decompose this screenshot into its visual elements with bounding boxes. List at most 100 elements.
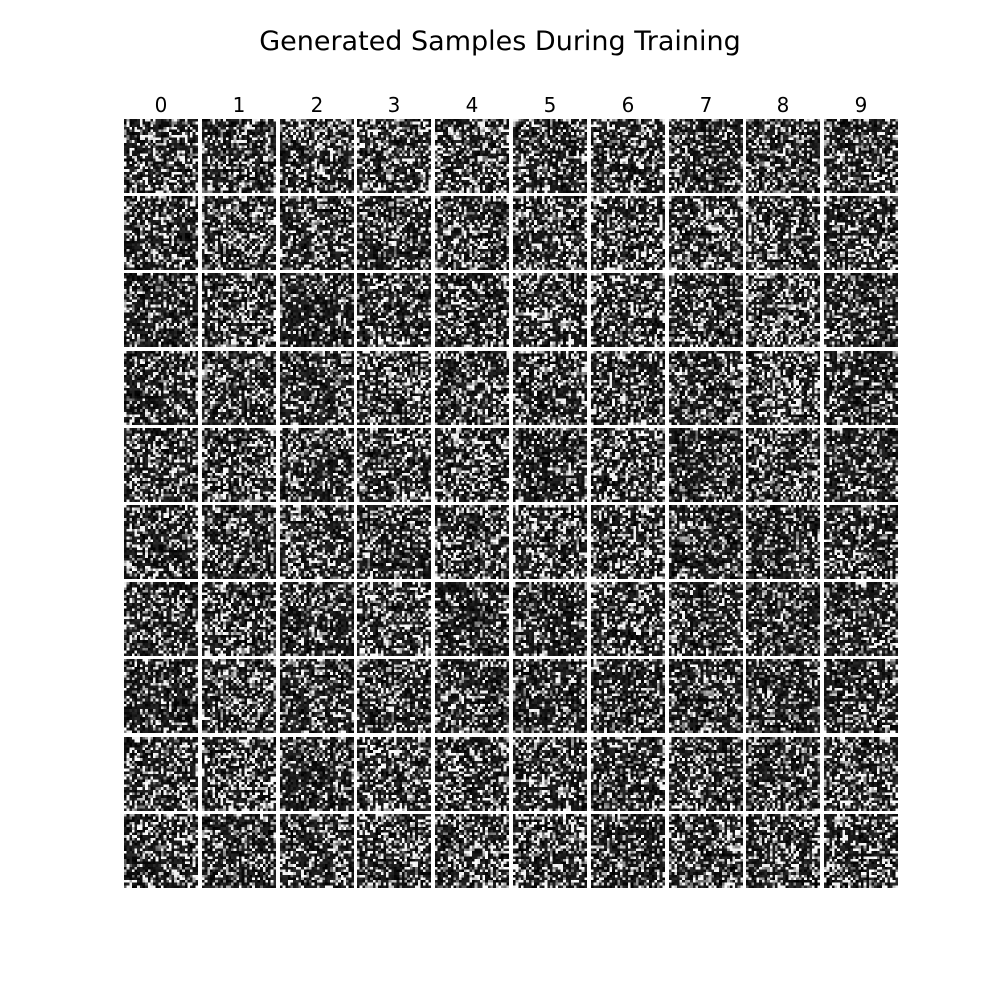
sample-cell-r8-c0 [124, 737, 198, 811]
sample-cell-r7-c1 [202, 659, 276, 733]
sample-cell-r3-c6 [591, 351, 665, 425]
sample-cell-r9-c7 [669, 814, 743, 888]
sample-cell-r6-c4 [435, 582, 509, 656]
column-label-6: 6 [621, 93, 635, 117]
sample-cell-r6-c9 [824, 582, 898, 656]
sample-cell-r1-c7 [669, 196, 743, 270]
column-label-1: 1 [232, 93, 246, 117]
column-label-7: 7 [699, 93, 713, 117]
sample-cell-r5-c7 [669, 505, 743, 579]
column-label-0: 0 [154, 93, 168, 117]
sample-cell-r5-c3 [357, 505, 431, 579]
sample-cell-r2-c1 [202, 273, 276, 347]
sample-cell-r8-c7 [669, 737, 743, 811]
sample-cell-r3-c3 [357, 351, 431, 425]
sample-cell-r7-c5 [513, 659, 587, 733]
sample-cell-r2-c9 [824, 273, 898, 347]
sample-cell-r9-c1 [202, 814, 276, 888]
sample-cell-r4-c2 [280, 428, 354, 502]
sample-cell-r3-c7 [669, 351, 743, 425]
sample-cell-r5-c5 [513, 505, 587, 579]
sample-cell-r8-c6 [591, 737, 665, 811]
sample-cell-r9-c6 [591, 814, 665, 888]
sample-cell-r1-c9 [824, 196, 898, 270]
sample-cell-r7-c2 [280, 659, 354, 733]
sample-cell-r7-c3 [357, 659, 431, 733]
sample-cell-r6-c5 [513, 582, 587, 656]
column-labels: 0 1 2 3 4 5 6 7 8 9 [124, 92, 901, 118]
sample-cell-r0-c8 [746, 119, 820, 193]
sample-cell-r9-c5 [513, 814, 587, 888]
sample-cell-r7-c9 [824, 659, 898, 733]
sample-cell-r0-c2 [280, 119, 354, 193]
sample-cell-r0-c9 [824, 119, 898, 193]
sample-cell-r9-c8 [746, 814, 820, 888]
sample-cell-r7-c7 [669, 659, 743, 733]
sample-cell-r9-c9 [824, 814, 898, 888]
sample-cell-r1-c0 [124, 196, 198, 270]
sample-cell-r4-c7 [669, 428, 743, 502]
sample-cell-r8-c2 [280, 737, 354, 811]
sample-cell-r6-c0 [124, 582, 198, 656]
sample-cell-r1-c8 [746, 196, 820, 270]
sample-cell-r6-c2 [280, 582, 354, 656]
column-label-3: 3 [387, 93, 401, 117]
sample-cell-r7-c8 [746, 659, 820, 733]
sample-cell-r8-c4 [435, 737, 509, 811]
sample-cell-r7-c0 [124, 659, 198, 733]
sample-cell-r5-c1 [202, 505, 276, 579]
sample-cell-r0-c6 [591, 119, 665, 193]
sample-cell-r3-c1 [202, 351, 276, 425]
sample-cell-r0-c5 [513, 119, 587, 193]
sample-cell-r6-c7 [669, 582, 743, 656]
sample-cell-r2-c2 [280, 273, 354, 347]
sample-cell-r0-c3 [357, 119, 431, 193]
sample-cell-r4-c4 [435, 428, 509, 502]
sample-cell-r0-c0 [124, 119, 198, 193]
sample-cell-r4-c3 [357, 428, 431, 502]
sample-cell-r8-c8 [746, 737, 820, 811]
sample-cell-r0-c4 [435, 119, 509, 193]
sample-cell-r5-c6 [591, 505, 665, 579]
sample-cell-r5-c2 [280, 505, 354, 579]
sample-cell-r5-c8 [746, 505, 820, 579]
sample-cell-r6-c1 [202, 582, 276, 656]
sample-cell-r0-c7 [669, 119, 743, 193]
column-label-2: 2 [310, 93, 324, 117]
sample-cell-r2-c0 [124, 273, 198, 347]
sample-cell-r2-c6 [591, 273, 665, 347]
sample-cell-r4-c0 [124, 428, 198, 502]
sample-cell-r6-c3 [357, 582, 431, 656]
sample-cell-r0-c1 [202, 119, 276, 193]
sample-cell-r1-c6 [591, 196, 665, 270]
sample-cell-r5-c4 [435, 505, 509, 579]
sample-cell-r9-c0 [124, 814, 198, 888]
sample-cell-r8-c1 [202, 737, 276, 811]
sample-cell-r7-c6 [591, 659, 665, 733]
sample-cell-r1-c5 [513, 196, 587, 270]
sample-cell-r6-c8 [746, 582, 820, 656]
column-label-9: 9 [854, 93, 868, 117]
sample-cell-r2-c4 [435, 273, 509, 347]
sample-cell-r3-c9 [824, 351, 898, 425]
sample-cell-r3-c5 [513, 351, 587, 425]
sample-cell-r4-c9 [824, 428, 898, 502]
sample-cell-r3-c0 [124, 351, 198, 425]
sample-cell-r3-c2 [280, 351, 354, 425]
sample-grid [124, 119, 901, 891]
sample-cell-r9-c3 [357, 814, 431, 888]
sample-cell-r8-c3 [357, 737, 431, 811]
sample-cell-r7-c4 [435, 659, 509, 733]
column-label-4: 4 [465, 93, 479, 117]
sample-cell-r3-c4 [435, 351, 509, 425]
sample-cell-r4-c8 [746, 428, 820, 502]
sample-cell-r8-c5 [513, 737, 587, 811]
sample-cell-r4-c1 [202, 428, 276, 502]
sample-cell-r5-c0 [124, 505, 198, 579]
sample-cell-r2-c5 [513, 273, 587, 347]
sample-cell-r4-c6 [591, 428, 665, 502]
column-label-8: 8 [776, 93, 790, 117]
sample-cell-r1-c3 [357, 196, 431, 270]
sample-cell-r2-c3 [357, 273, 431, 347]
figure-title: Generated Samples During Training [259, 26, 741, 57]
